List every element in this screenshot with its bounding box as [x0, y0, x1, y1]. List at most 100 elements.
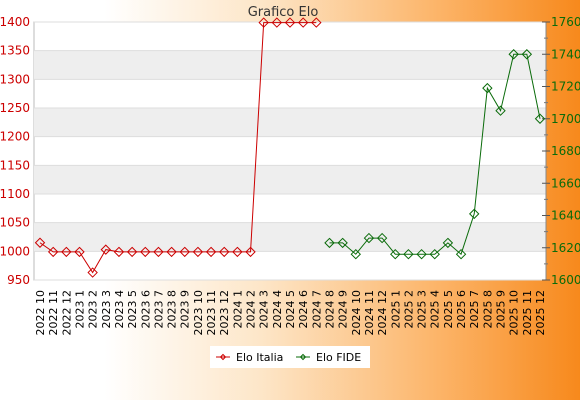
- x-axis-tick-label: 2025 12: [534, 290, 547, 336]
- x-axis-tick-label: 2025 1: [389, 290, 402, 329]
- data-point: [455, 248, 467, 260]
- series-line: [329, 53, 541, 256]
- series-line: [39, 22, 317, 274]
- left-axis-tick-label: 1100: [0, 187, 30, 201]
- x-axis-tick-label: 2024 9: [337, 290, 350, 329]
- x-axis-tick-label: 2023 2: [87, 290, 100, 329]
- left-axis-tick-label: 1000: [0, 244, 30, 258]
- data-point: [534, 113, 546, 124]
- data-point: [350, 248, 361, 260]
- x-axis-tick-label: 2024 12: [376, 290, 389, 336]
- x-axis-tick-label: 2023 6: [139, 290, 152, 329]
- x-axis-tick-label: 2025 4: [429, 290, 442, 329]
- grid-band: [34, 50, 546, 80]
- x-axis-tick-label: 2025 10: [508, 290, 521, 336]
- data-point: [87, 267, 98, 278]
- data-point: [495, 105, 506, 116]
- data-point: [192, 246, 204, 258]
- data-point: [205, 246, 217, 258]
- x-axis-tick-label: 2023 8: [166, 290, 179, 329]
- x-axis-tick-label: 2022 11: [47, 290, 60, 336]
- x-axis-tick-label: 2024 10: [350, 290, 363, 336]
- legend-swatch-marker: [299, 353, 307, 361]
- data-point: [232, 246, 243, 258]
- x-axis-tick-label: 2022 10: [34, 290, 47, 336]
- legend-label: Elo Italia: [236, 351, 283, 364]
- x-axis-tick-label: 2025 3: [416, 290, 429, 329]
- right-axis-tick-label: 1600: [551, 273, 580, 287]
- left-axis-tick-label: 1350: [0, 44, 30, 58]
- x-axis-tick-label: 2024 7: [310, 290, 323, 329]
- data-point: [61, 246, 72, 258]
- x-axis-tick-label: 2023 11: [205, 290, 218, 336]
- x-axis-tick-label: 2023 3: [100, 290, 113, 329]
- right-axis-tick-label: 1640: [551, 209, 580, 223]
- data-point: [74, 246, 85, 258]
- x-axis-tick-label: 2025 9: [495, 290, 508, 329]
- right-axis-tick-label: 1720: [551, 80, 580, 94]
- right-axis-tick-label: 1760: [551, 15, 580, 29]
- left-axis-tick-label: 1150: [0, 158, 30, 172]
- x-axis-tick-label: 2025 8: [481, 290, 494, 329]
- left-axis-tick-label: 1300: [0, 72, 30, 86]
- data-point: [390, 248, 401, 260]
- left-axis-tick-label: 1050: [0, 216, 30, 230]
- data-point: [469, 208, 480, 220]
- x-axis-tick-label: 2024 3: [258, 290, 271, 329]
- data-point: [153, 246, 164, 258]
- x-axis-tick-label: 2023 9: [179, 290, 192, 329]
- chart-title: Grafico Elo: [248, 5, 319, 20]
- legend-label: Elo FIDE: [316, 351, 361, 364]
- legend-swatch-marker: [219, 353, 227, 361]
- data-point: [521, 49, 533, 60]
- right-axis-tick-label: 1700: [551, 112, 580, 126]
- data-point: [34, 237, 46, 248]
- left-axis-tick-label: 950: [7, 273, 30, 287]
- x-axis-tick-label: 2025 11: [521, 290, 534, 336]
- data-point: [508, 49, 519, 60]
- data-point: [271, 17, 283, 28]
- left-axis-tick-label: 1200: [0, 130, 30, 144]
- data-point: [337, 237, 348, 249]
- data-point: [403, 248, 414, 260]
- x-axis-tick-label: 2025 6: [455, 290, 468, 329]
- data-point: [166, 246, 177, 258]
- series-elo-fide: [324, 49, 546, 260]
- x-axis-tick-label: 2025 5: [442, 290, 455, 329]
- data-point: [140, 246, 151, 258]
- right-axis-tick-label: 1620: [551, 241, 580, 255]
- x-axis-tick-label: 2024 6: [297, 290, 310, 329]
- legend-box: [210, 346, 370, 368]
- right-axis-tick-label: 1740: [551, 47, 580, 61]
- data-point: [284, 17, 296, 28]
- data-point: [482, 82, 493, 94]
- x-axis-tick-label: 2024 8: [323, 290, 336, 329]
- data-point: [311, 17, 322, 28]
- data-point: [179, 246, 190, 258]
- x-axis-tick-label: 2024 11: [363, 290, 376, 336]
- data-point: [376, 232, 388, 244]
- x-axis-tick-label: 2025 2: [402, 290, 415, 329]
- data-point: [416, 248, 427, 260]
- x-axis-tick-label: 2024 1: [231, 290, 244, 329]
- right-axis-tick-label: 1680: [551, 144, 580, 158]
- left-axis-tick-label: 1250: [0, 101, 30, 115]
- data-point: [245, 246, 256, 258]
- x-axis-tick-label: 2025 7: [468, 290, 481, 329]
- x-axis-tick-label: 2023 10: [192, 290, 205, 336]
- right-axis-tick-label: 1660: [551, 176, 580, 190]
- x-axis-tick-label: 2023 4: [113, 290, 126, 329]
- x-axis-tick-label: 2023 7: [152, 290, 165, 329]
- data-point: [258, 17, 269, 28]
- series-elo-italia: [34, 17, 322, 278]
- x-axis-tick-label: 2023 12: [218, 290, 231, 336]
- x-axis-tick-label: 2023 5: [126, 290, 139, 329]
- data-point: [100, 244, 111, 255]
- grid-band: [34, 165, 546, 194]
- data-point: [324, 237, 335, 249]
- data-point: [442, 237, 454, 249]
- data-point: [219, 246, 230, 258]
- x-axis-tick-label: 2022 12: [60, 290, 73, 336]
